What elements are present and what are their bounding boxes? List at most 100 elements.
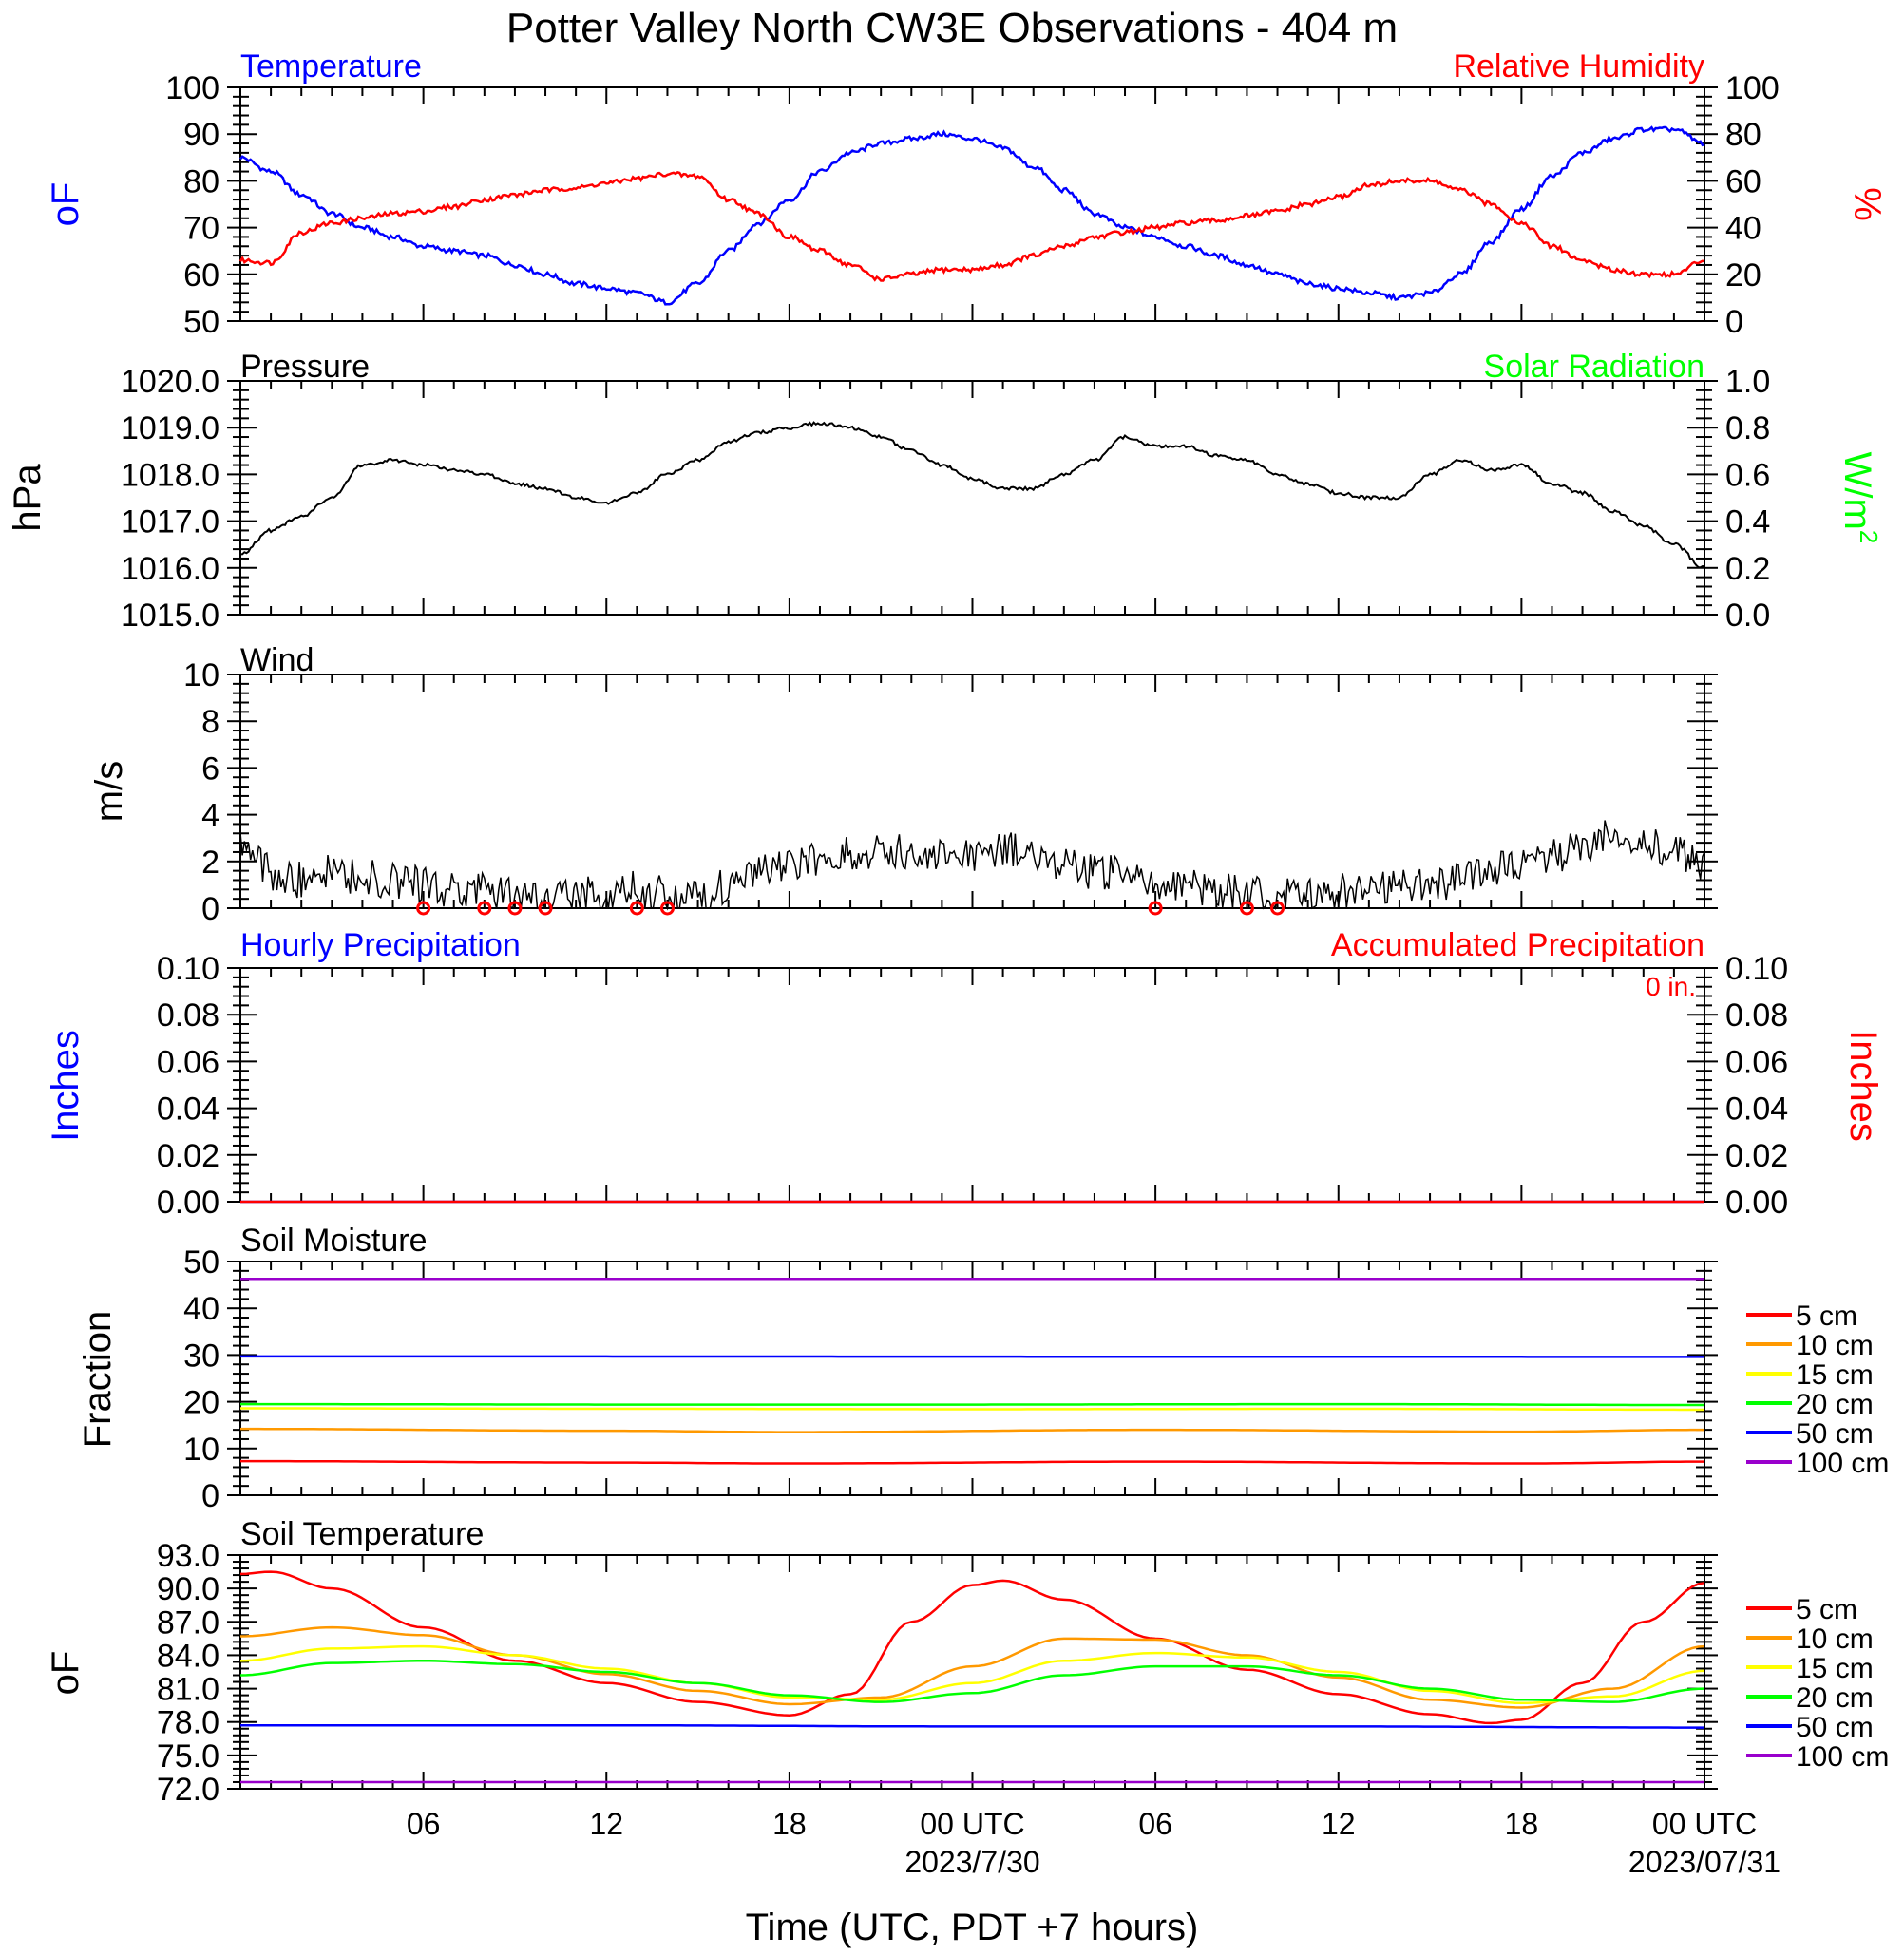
legend-label: 20 cm (1796, 1682, 1874, 1714)
pressure-title: Pressure (240, 349, 370, 385)
y-tick-label: 0 (201, 1478, 219, 1514)
series-line-5-cm (239, 1570, 1705, 1725)
y-tick-label: 1016.0 (121, 551, 219, 587)
temp-unit-label: oF (45, 182, 86, 227)
calm-wind-marker (477, 901, 492, 916)
series-line-5-cm (240, 1459, 1704, 1465)
y-tick-label: 1019.0 (121, 410, 219, 446)
solar-unit: W/m2 (1837, 452, 1883, 544)
soil-moisture-unit-label: Fraction (77, 1311, 119, 1449)
accum-precip-title: Accumulated Precipitation (1331, 927, 1704, 963)
y-tick-label: 0.10 (157, 951, 219, 987)
legend-label: 50 cm (1796, 1712, 1874, 1743)
accum-precip-total: 0 in. (1646, 972, 1696, 1001)
soil-temp-title: Soil Temperature (240, 1516, 484, 1552)
wind-frame (239, 674, 1705, 909)
y-tick-label: 0.08 (1725, 997, 1788, 1034)
calm-wind-marker (1239, 901, 1254, 916)
wind-title: Wind (240, 642, 314, 678)
precip-right-unit-label: Inches (1842, 1030, 1884, 1142)
y-tick-label: 93.0 (157, 1538, 219, 1574)
y-tick-label: 0 (1725, 304, 1743, 340)
panel-precip: Hourly Precipitation Accumulated Precipi… (45, 927, 1884, 1221)
x-axis-label: Time (UTC, PDT +7 hours) (746, 1907, 1199, 1948)
pressure-unit: hPa (7, 464, 48, 532)
series-line-20-cm (240, 1402, 1704, 1407)
legend-label: 100 cm (1796, 1741, 1889, 1773)
solar-unit-base: W/m (1837, 452, 1878, 530)
rh-unit: % (1846, 187, 1888, 221)
wind-unit: m/s (88, 761, 130, 822)
calm-wind-marker (507, 901, 523, 916)
y-tick-label: 0.02 (1725, 1138, 1788, 1174)
y-tick-label: 84.0 (157, 1638, 219, 1674)
y-tick-label: 87.0 (157, 1604, 219, 1641)
y-tick-label: 0.4 (1725, 504, 1770, 541)
panel-temp-rh: Temperature Relative Humidity oF % 50 60 7… (45, 48, 1888, 340)
calm-wind-marker (659, 901, 675, 916)
y-tick-label: 100 (165, 70, 219, 106)
soil-moisture-title: Soil Moisture (240, 1223, 428, 1259)
soil-temp-unit-label: oF (45, 1651, 86, 1696)
y-tick-label: 0.10 (1725, 951, 1788, 987)
y-tick-label: 78.0 (157, 1705, 219, 1741)
x-tick-label: 18 (772, 1807, 807, 1841)
precip-right-unit: Inches (1842, 1030, 1884, 1142)
panel-pressure: Pressure Solar Radiation hPa W/m2 1015.0… (7, 349, 1883, 634)
y-tick-label: 50 (183, 1244, 219, 1281)
y-tick-label: 0.04 (157, 1091, 219, 1128)
y-tick-label: 1015.0 (121, 598, 219, 634)
legend-label: 10 cm (1796, 1330, 1874, 1361)
x-date-label: 2023/7/30 (904, 1845, 1039, 1879)
solar-unit-label: W/m2 (1837, 452, 1883, 544)
y-tick-label: 100 (1725, 70, 1780, 106)
y-tick-label: 0.08 (157, 997, 219, 1034)
y-tick-label: 4 (201, 798, 219, 834)
y-tick-label: 90.0 (157, 1571, 219, 1607)
calm-wind-marker (1270, 901, 1285, 916)
y-tick-label: 90 (183, 117, 219, 153)
y-tick-label: 72.0 (157, 1772, 219, 1808)
y-tick-label: 0.00 (157, 1185, 219, 1221)
y-tick-label: 8 (201, 704, 219, 740)
y-tick-label: 0.04 (1725, 1091, 1788, 1128)
y-tick-label: 60 (1725, 163, 1761, 199)
x-tick-label: 18 (1505, 1807, 1539, 1841)
y-tick-label: 0.2 (1725, 551, 1770, 587)
y-tick-label: 1017.0 (121, 504, 219, 541)
y-tick-label: 20 (1725, 257, 1761, 294)
series-line-temperature (239, 125, 1705, 306)
temp-title: Temperature (240, 48, 422, 85)
rh-title: Relative Humidity (1453, 48, 1704, 85)
y-tick-label: 40 (183, 1291, 219, 1327)
calm-wind-marker (538, 901, 553, 916)
soil-temp-unit: oF (45, 1651, 86, 1696)
legend-label: 50 cm (1796, 1418, 1874, 1450)
x-tick-label: 00 UTC (920, 1807, 1024, 1841)
y-tick-label: 0.8 (1725, 410, 1770, 446)
series-line-relative-humidity (238, 171, 1705, 282)
y-tick-label: 0.06 (157, 1044, 219, 1080)
soil-temp-frame (239, 1554, 1705, 1790)
y-tick-label: 30 (183, 1338, 219, 1374)
legend-label: 5 cm (1796, 1300, 1857, 1332)
y-tick-label: 80 (1725, 117, 1761, 153)
series-line-15-cm (239, 1644, 1705, 1705)
pressure-frame (239, 380, 1705, 616)
precip-left-unit: Inches (45, 1030, 86, 1142)
hourly-precip-title: Hourly Precipitation (240, 927, 521, 963)
y-tick-label: 0.02 (157, 1138, 219, 1174)
solar-unit-sup: 2 (1855, 530, 1883, 543)
x-tick-label: 06 (407, 1807, 441, 1841)
x-tick-label: 12 (1322, 1807, 1356, 1841)
y-tick-label: 0.6 (1725, 457, 1770, 493)
y-tick-label: 40 (1725, 211, 1761, 247)
y-tick-label: 1.0 (1725, 364, 1770, 400)
solar-title: Solar Radiation (1484, 349, 1704, 385)
x-tick-label: 12 (589, 1807, 623, 1841)
precip-frame (239, 967, 1705, 1203)
legend-label: 15 cm (1796, 1653, 1874, 1684)
y-tick-label: 6 (201, 750, 219, 787)
x-tick-label: 06 (1138, 1807, 1172, 1841)
